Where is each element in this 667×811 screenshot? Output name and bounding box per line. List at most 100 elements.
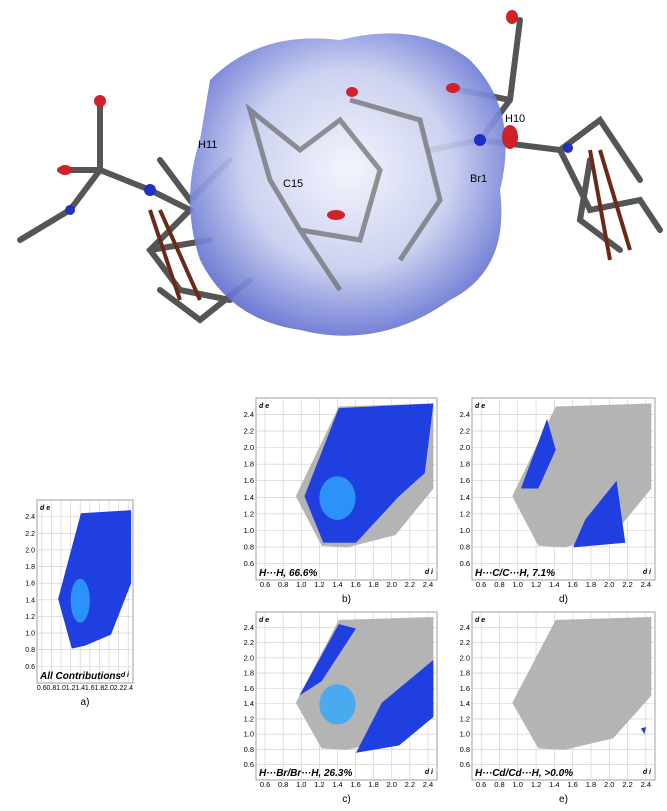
x-tick-label: 2.0	[604, 580, 614, 589]
y-tick-label: 2.2	[244, 638, 254, 647]
x-tick-label: 2.0	[387, 580, 397, 589]
y-tick-label: 0.6	[460, 760, 470, 769]
y-tick-label: 1.0	[25, 631, 35, 638]
x-tick-label: 1.0	[296, 580, 306, 589]
panel-caption: c)	[342, 794, 350, 805]
x-tick-label: 1.8	[368, 780, 378, 789]
y-tick-label: 0.8	[244, 745, 254, 754]
x-tick-label: 2.2	[114, 685, 124, 692]
x-tick-label: 1.2	[531, 780, 541, 789]
panel-label: H···Br/Br···H, 26.3%	[259, 768, 352, 779]
x-tick-label: 1.2	[66, 685, 76, 692]
y-tick-label: 2.4	[244, 623, 254, 632]
y-tick-label: 2.2	[460, 638, 470, 647]
panel-label: All Contributions	[39, 671, 122, 682]
x-tick-label: 1.8	[586, 580, 596, 589]
y-tick-label: 1.4	[25, 597, 35, 604]
panel-label: H···Cd/Cd···H, >0.0%	[475, 768, 573, 779]
x-axis-label: d i	[425, 569, 434, 576]
x-tick-label: 2.4	[641, 780, 651, 789]
fingerprint-core	[319, 684, 355, 724]
y-axis-label: d e	[40, 505, 50, 512]
y-tick-label: 1.6	[244, 476, 254, 485]
y-tick-label: 0.8	[244, 542, 254, 551]
y-tick-label: 1.0	[460, 526, 470, 535]
x-axis-label: d i	[121, 672, 130, 679]
x-tick-label: 0.6	[476, 780, 486, 789]
x-tick-label: 1.4	[75, 685, 85, 692]
x-tick-label: 1.2	[314, 780, 324, 789]
y-tick-label: 1.6	[244, 684, 254, 693]
y-tick-label: 2.4	[460, 410, 470, 419]
y-tick-label: 1.8	[25, 564, 35, 571]
y-tick-label: 1.8	[244, 669, 254, 678]
x-tick-label: 1.6	[350, 780, 360, 789]
y-tick-label: 1.6	[25, 581, 35, 588]
y-tick-label: 0.8	[25, 647, 35, 654]
atom-label: Br1	[470, 173, 487, 185]
y-tick-label: 0.8	[460, 542, 470, 551]
x-tick-label: 1.6	[567, 580, 577, 589]
x-tick-label: 0.8	[47, 685, 57, 692]
x-tick-label: 1.6	[350, 580, 360, 589]
x-tick-label: 2.4	[423, 580, 433, 589]
y-tick-label: 2.2	[25, 531, 35, 538]
y-tick-label: 2.0	[460, 653, 470, 662]
x-tick-label: 2.4	[123, 685, 133, 692]
y-tick-label: 2.0	[25, 547, 35, 554]
y-tick-label: 2.4	[244, 410, 254, 419]
atom-label: H11	[198, 139, 217, 151]
x-tick-label: 1.8	[368, 580, 378, 589]
x-axis-label: d i	[643, 769, 652, 776]
panel-caption: b)	[342, 594, 351, 605]
x-tick-label: 1.4	[549, 580, 559, 589]
molecule-image	[20, 10, 660, 336]
x-tick-label: 0.8	[278, 580, 288, 589]
x-tick-label: 2.0	[387, 780, 397, 789]
y-tick-label: 2.0	[244, 653, 254, 662]
y-tick-label: 0.6	[244, 559, 254, 568]
panel-label: H···C/C···H, 7.1%	[475, 568, 555, 579]
y-tick-label: 0.6	[244, 760, 254, 769]
panel-label: H···H, 66.6%	[259, 568, 317, 579]
x-tick-label: 0.6	[476, 580, 486, 589]
y-axis-label: d e	[259, 617, 269, 624]
x-tick-label: 2.4	[641, 580, 651, 589]
x-tick-label: 1.0	[296, 780, 306, 789]
y-axis-label: d e	[475, 617, 485, 624]
atom-label: H10	[505, 113, 525, 125]
x-tick-label: 2.0	[604, 780, 614, 789]
y-tick-label: 1.2	[460, 714, 470, 723]
y-tick-label: 2.4	[25, 514, 35, 521]
x-tick-label: 1.8	[95, 685, 105, 692]
x-tick-label: 1.4	[549, 780, 559, 789]
y-tick-label: 1.2	[244, 509, 254, 518]
panel-caption: a)	[81, 697, 90, 708]
y-tick-label: 1.2	[460, 509, 470, 518]
x-tick-label: 1.2	[314, 580, 324, 589]
y-tick-label: 1.8	[244, 460, 254, 469]
y-tick-label: 2.2	[460, 427, 470, 436]
x-tick-label: 0.6	[260, 580, 270, 589]
x-tick-label: 1.0	[513, 780, 523, 789]
panel-caption: e)	[559, 794, 568, 805]
figure: H11C15H10Br1 0.60.60.80.81.01.01.21.21.4…	[0, 0, 667, 811]
y-tick-label: 1.2	[244, 714, 254, 723]
x-tick-label: 1.8	[586, 780, 596, 789]
y-tick-label: 1.2	[25, 614, 35, 621]
x-tick-label: 0.8	[494, 780, 504, 789]
y-tick-label: 1.0	[244, 526, 254, 535]
y-tick-label: 1.8	[460, 460, 470, 469]
y-tick-label: 0.6	[25, 664, 35, 671]
y-tick-label: 1.4	[244, 699, 254, 708]
fingerprint-core	[71, 579, 90, 623]
y-tick-label: 1.4	[460, 493, 470, 502]
x-tick-label: 2.0	[104, 685, 114, 692]
y-tick-label: 1.6	[460, 684, 470, 693]
y-tick-label: 0.6	[460, 559, 470, 568]
x-tick-label: 1.0	[513, 580, 523, 589]
x-tick-label: 1.4	[332, 780, 342, 789]
x-tick-label: 2.2	[622, 580, 632, 589]
panel-caption: d)	[559, 594, 568, 605]
x-tick-label: 1.6	[85, 685, 95, 692]
